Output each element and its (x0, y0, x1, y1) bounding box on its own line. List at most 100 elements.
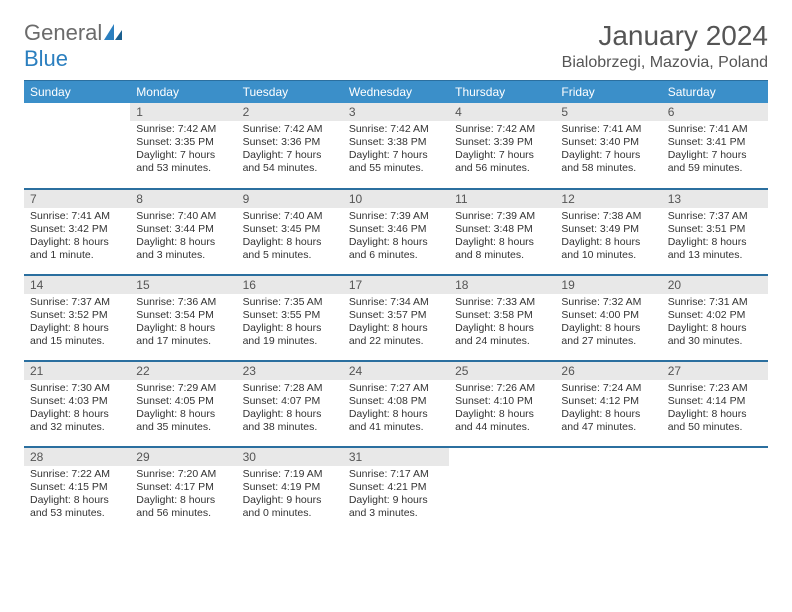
daylight-text: Daylight: 7 hours and 59 minutes. (668, 149, 762, 175)
calendar-day-cell: 26Sunrise: 7:24 AMSunset: 4:12 PMDayligh… (555, 361, 661, 447)
day-content: Sunrise: 7:42 AMSunset: 3:39 PMDaylight:… (449, 121, 555, 180)
day-content: Sunrise: 7:28 AMSunset: 4:07 PMDaylight:… (237, 380, 343, 439)
calendar-day-cell: 17Sunrise: 7:34 AMSunset: 3:57 PMDayligh… (343, 275, 449, 361)
day-number: 14 (24, 276, 130, 294)
day-content: Sunrise: 7:40 AMSunset: 3:44 PMDaylight:… (130, 208, 236, 267)
calendar-day-cell: 29Sunrise: 7:20 AMSunset: 4:17 PMDayligh… (130, 447, 236, 533)
sunrise-text: Sunrise: 7:42 AM (349, 123, 443, 136)
calendar-day-cell: 14Sunrise: 7:37 AMSunset: 3:52 PMDayligh… (24, 275, 130, 361)
sunrise-text: Sunrise: 7:32 AM (561, 296, 655, 309)
daylight-text: Daylight: 7 hours and 55 minutes. (349, 149, 443, 175)
day-number: 19 (555, 276, 661, 294)
header-right: January 2024 Bialobrzegi, Mazovia, Polan… (562, 20, 768, 72)
day-content: Sunrise: 7:23 AMSunset: 4:14 PMDaylight:… (662, 380, 768, 439)
sunset-text: Sunset: 3:49 PM (561, 223, 655, 236)
calendar-day-cell: 31Sunrise: 7:17 AMSunset: 4:21 PMDayligh… (343, 447, 449, 533)
logo-word-1: General (24, 20, 102, 45)
weekday-header: Monday (130, 81, 236, 104)
day-content: Sunrise: 7:17 AMSunset: 4:21 PMDaylight:… (343, 466, 449, 525)
day-content: Sunrise: 7:42 AMSunset: 3:35 PMDaylight:… (130, 121, 236, 180)
calendar-week-row: 7Sunrise: 7:41 AMSunset: 3:42 PMDaylight… (24, 189, 768, 275)
daylight-text: Daylight: 8 hours and 53 minutes. (30, 494, 124, 520)
sunset-text: Sunset: 3:45 PM (243, 223, 337, 236)
day-content: Sunrise: 7:19 AMSunset: 4:19 PMDaylight:… (237, 466, 343, 525)
sunrise-text: Sunrise: 7:30 AM (30, 382, 124, 395)
daylight-text: Daylight: 7 hours and 54 minutes. (243, 149, 337, 175)
calendar-day-cell: 13Sunrise: 7:37 AMSunset: 3:51 PMDayligh… (662, 189, 768, 275)
calendar-day-cell: 11Sunrise: 7:39 AMSunset: 3:48 PMDayligh… (449, 189, 555, 275)
sunset-text: Sunset: 3:41 PM (668, 136, 762, 149)
daylight-text: Daylight: 8 hours and 38 minutes. (243, 408, 337, 434)
sunrise-text: Sunrise: 7:23 AM (668, 382, 762, 395)
sunset-text: Sunset: 3:51 PM (668, 223, 762, 236)
day-content: Sunrise: 7:38 AMSunset: 3:49 PMDaylight:… (555, 208, 661, 267)
calendar-day-cell (555, 447, 661, 533)
day-number: 28 (24, 448, 130, 466)
daylight-text: Daylight: 8 hours and 8 minutes. (455, 236, 549, 262)
sunset-text: Sunset: 4:07 PM (243, 395, 337, 408)
calendar-day-cell: 1Sunrise: 7:42 AMSunset: 3:35 PMDaylight… (130, 103, 236, 189)
calendar-day-cell: 28Sunrise: 7:22 AMSunset: 4:15 PMDayligh… (24, 447, 130, 533)
sunset-text: Sunset: 4:00 PM (561, 309, 655, 322)
daylight-text: Daylight: 8 hours and 17 minutes. (136, 322, 230, 348)
sunrise-text: Sunrise: 7:39 AM (349, 210, 443, 223)
sunset-text: Sunset: 3:55 PM (243, 309, 337, 322)
sunset-text: Sunset: 4:17 PM (136, 481, 230, 494)
day-content: Sunrise: 7:40 AMSunset: 3:45 PMDaylight:… (237, 208, 343, 267)
daylight-text: Daylight: 9 hours and 0 minutes. (243, 494, 337, 520)
sunset-text: Sunset: 4:19 PM (243, 481, 337, 494)
daylight-text: Daylight: 8 hours and 27 minutes. (561, 322, 655, 348)
day-number: 29 (130, 448, 236, 466)
calendar-day-cell: 25Sunrise: 7:26 AMSunset: 4:10 PMDayligh… (449, 361, 555, 447)
daylight-text: Daylight: 8 hours and 6 minutes. (349, 236, 443, 262)
sunset-text: Sunset: 4:08 PM (349, 395, 443, 408)
daylight-text: Daylight: 8 hours and 22 minutes. (349, 322, 443, 348)
day-number: 3 (343, 103, 449, 121)
day-content: Sunrise: 7:22 AMSunset: 4:15 PMDaylight:… (24, 466, 130, 525)
day-content: Sunrise: 7:41 AMSunset: 3:40 PMDaylight:… (555, 121, 661, 180)
daylight-text: Daylight: 7 hours and 56 minutes. (455, 149, 549, 175)
day-number: 30 (237, 448, 343, 466)
sunrise-text: Sunrise: 7:33 AM (455, 296, 549, 309)
day-number: 21 (24, 362, 130, 380)
daylight-text: Daylight: 8 hours and 50 minutes. (668, 408, 762, 434)
day-content: Sunrise: 7:42 AMSunset: 3:38 PMDaylight:… (343, 121, 449, 180)
day-content: Sunrise: 7:41 AMSunset: 3:41 PMDaylight:… (662, 121, 768, 180)
day-content: Sunrise: 7:31 AMSunset: 4:02 PMDaylight:… (662, 294, 768, 353)
day-content: Sunrise: 7:36 AMSunset: 3:54 PMDaylight:… (130, 294, 236, 353)
day-number: 13 (662, 190, 768, 208)
weekday-header: Friday (555, 81, 661, 104)
day-number: 11 (449, 190, 555, 208)
calendar-week-row: 28Sunrise: 7:22 AMSunset: 4:15 PMDayligh… (24, 447, 768, 533)
daylight-text: Daylight: 7 hours and 58 minutes. (561, 149, 655, 175)
calendar-day-cell: 6Sunrise: 7:41 AMSunset: 3:41 PMDaylight… (662, 103, 768, 189)
daylight-text: Daylight: 8 hours and 41 minutes. (349, 408, 443, 434)
calendar-week-row: 14Sunrise: 7:37 AMSunset: 3:52 PMDayligh… (24, 275, 768, 361)
day-content: Sunrise: 7:32 AMSunset: 4:00 PMDaylight:… (555, 294, 661, 353)
weekday-header-row: SundayMondayTuesdayWednesdayThursdayFrid… (24, 81, 768, 104)
sunset-text: Sunset: 3:52 PM (30, 309, 124, 322)
sunset-text: Sunset: 3:40 PM (561, 136, 655, 149)
sunrise-text: Sunrise: 7:41 AM (30, 210, 124, 223)
day-content: Sunrise: 7:33 AMSunset: 3:58 PMDaylight:… (449, 294, 555, 353)
sunrise-text: Sunrise: 7:40 AM (243, 210, 337, 223)
sunset-text: Sunset: 4:02 PM (668, 309, 762, 322)
daylight-text: Daylight: 8 hours and 1 minute. (30, 236, 124, 262)
day-content: Sunrise: 7:29 AMSunset: 4:05 PMDaylight:… (130, 380, 236, 439)
daylight-text: Daylight: 8 hours and 10 minutes. (561, 236, 655, 262)
day-content: Sunrise: 7:35 AMSunset: 3:55 PMDaylight:… (237, 294, 343, 353)
daylight-text: Daylight: 8 hours and 15 minutes. (30, 322, 124, 348)
daylight-text: Daylight: 8 hours and 47 minutes. (561, 408, 655, 434)
sunrise-text: Sunrise: 7:20 AM (136, 468, 230, 481)
day-number: 31 (343, 448, 449, 466)
day-content: Sunrise: 7:27 AMSunset: 4:08 PMDaylight:… (343, 380, 449, 439)
sunrise-text: Sunrise: 7:38 AM (561, 210, 655, 223)
daylight-text: Daylight: 8 hours and 19 minutes. (243, 322, 337, 348)
calendar-day-cell: 12Sunrise: 7:38 AMSunset: 3:49 PMDayligh… (555, 189, 661, 275)
day-number: 26 (555, 362, 661, 380)
sunrise-text: Sunrise: 7:35 AM (243, 296, 337, 309)
calendar-day-cell: 15Sunrise: 7:36 AMSunset: 3:54 PMDayligh… (130, 275, 236, 361)
day-number: 27 (662, 362, 768, 380)
sunrise-text: Sunrise: 7:39 AM (455, 210, 549, 223)
sunrise-text: Sunrise: 7:26 AM (455, 382, 549, 395)
